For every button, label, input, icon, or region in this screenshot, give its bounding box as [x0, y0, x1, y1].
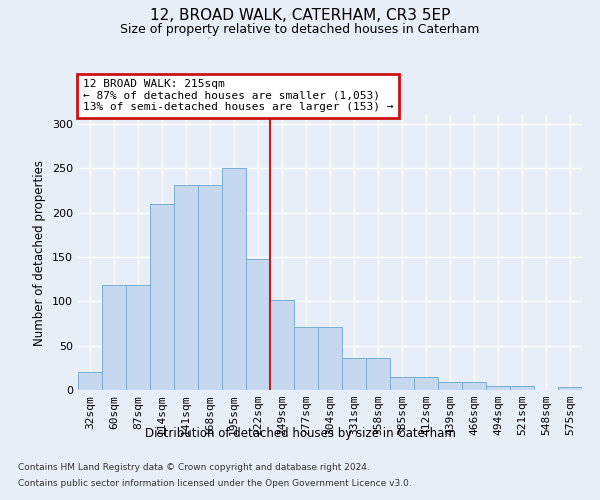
Bar	[246, 258, 270, 390]
Text: Distribution of detached houses by size in Caterham: Distribution of detached houses by size …	[145, 428, 455, 440]
Bar	[222, 168, 246, 390]
Bar	[198, 185, 222, 390]
Bar	[78, 372, 102, 390]
Text: Contains HM Land Registry data © Crown copyright and database right 2024.: Contains HM Land Registry data © Crown c…	[18, 464, 370, 472]
Text: 12, BROAD WALK, CATERHAM, CR3 5EP: 12, BROAD WALK, CATERHAM, CR3 5EP	[150, 8, 450, 22]
Bar	[102, 286, 126, 390]
Bar	[270, 300, 294, 390]
Bar	[174, 185, 198, 390]
Text: Contains public sector information licensed under the Open Government Licence v3: Contains public sector information licen…	[18, 478, 412, 488]
Bar	[558, 388, 582, 390]
Bar	[390, 376, 414, 390]
Bar	[486, 386, 510, 390]
Bar	[366, 358, 390, 390]
Bar	[342, 358, 366, 390]
Text: Size of property relative to detached houses in Caterham: Size of property relative to detached ho…	[121, 22, 479, 36]
Bar	[126, 286, 150, 390]
Bar	[318, 327, 342, 390]
Text: 12 BROAD WALK: 215sqm
← 87% of detached houses are smaller (1,053)
13% of semi-d: 12 BROAD WALK: 215sqm ← 87% of detached …	[83, 80, 394, 112]
Bar	[510, 386, 534, 390]
Bar	[438, 382, 462, 390]
Bar	[462, 382, 486, 390]
Bar	[414, 376, 438, 390]
Y-axis label: Number of detached properties: Number of detached properties	[34, 160, 46, 346]
Bar	[294, 327, 318, 390]
Bar	[150, 204, 174, 390]
